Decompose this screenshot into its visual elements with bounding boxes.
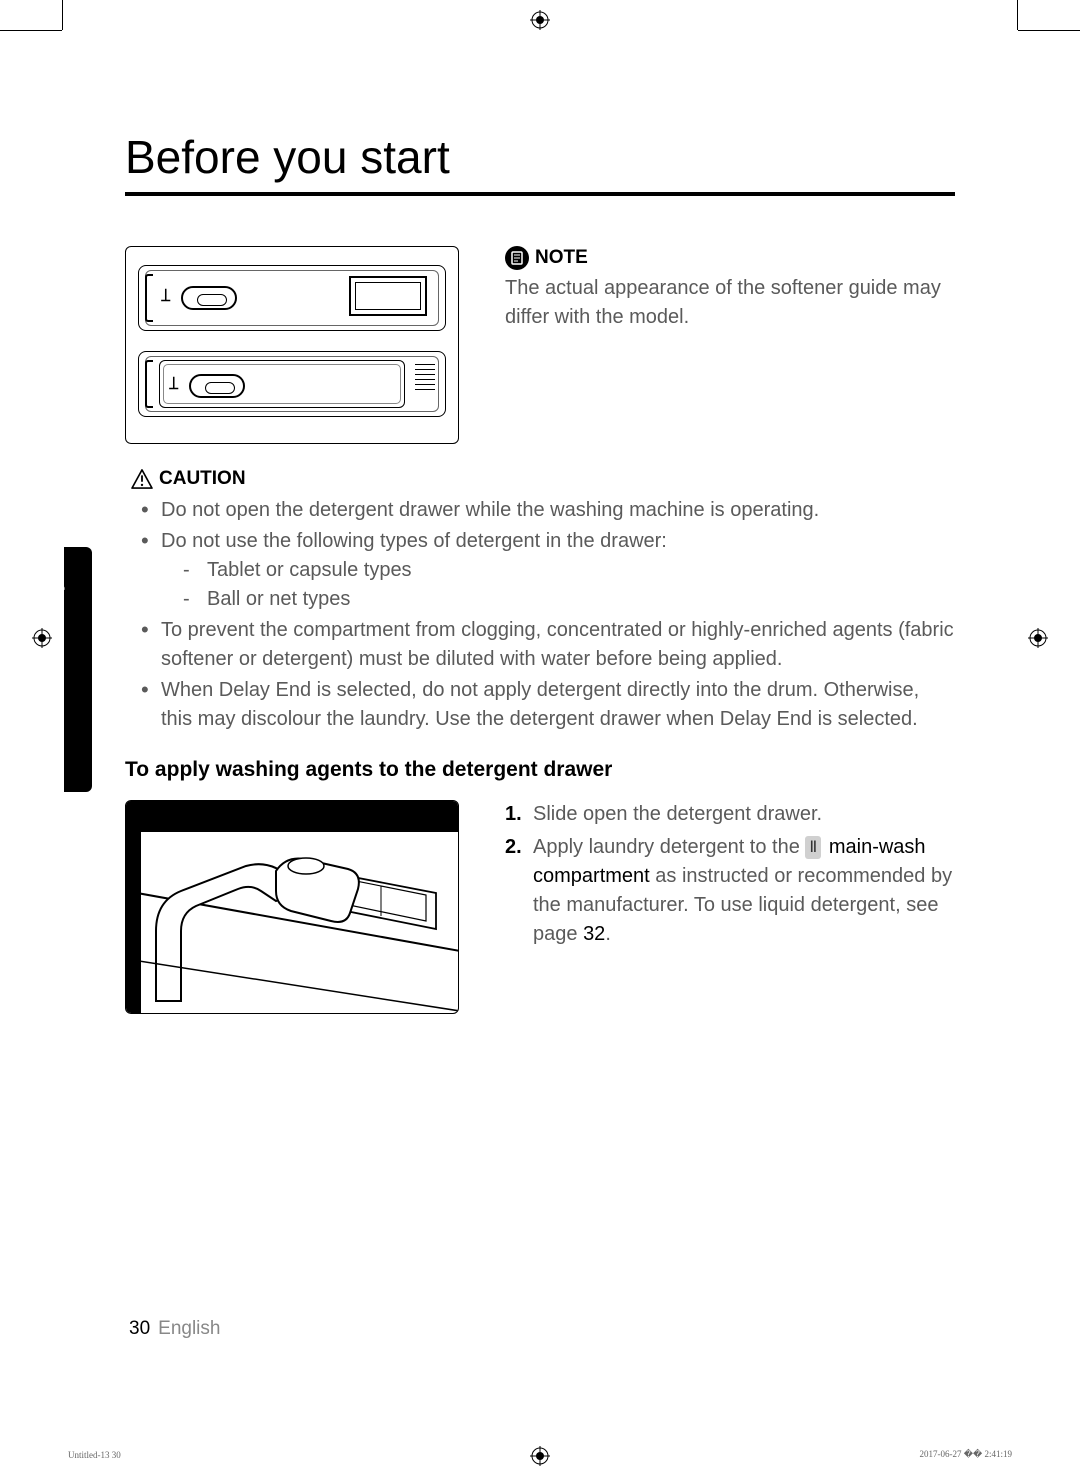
tray-variant-a: ⟘ xyxy=(138,265,446,331)
registration-mark-icon xyxy=(530,1446,550,1466)
section-tab-label: Before you start xyxy=(46,560,67,780)
print-meta-left: Untitled-13 30 xyxy=(68,1450,121,1460)
steps-section: 1. Slide open the detergent drawer. 2. A… xyxy=(125,800,955,1014)
list-item: 1. Slide open the detergent drawer. xyxy=(505,800,955,829)
compartment-badge: Ⅱ xyxy=(805,836,821,859)
list-item: Do not open the detergent drawer while t… xyxy=(141,496,955,525)
print-meta-right: 2017-06-27 �� 2:41:19 xyxy=(920,1449,1012,1460)
detergent-drawer-figure xyxy=(125,800,459,1014)
step-text: Slide open the detergent drawer. xyxy=(533,803,822,825)
subheading: To apply washing agents to the detergent… xyxy=(125,758,955,782)
caution-label-text: CAUTION xyxy=(159,468,246,490)
registration-mark-icon xyxy=(530,10,550,30)
note-column: NOTE The actual appearance of the soften… xyxy=(505,246,955,444)
note-icon xyxy=(505,246,529,270)
caution-sublist: Tablet or capsule types Ball or net type… xyxy=(161,556,955,614)
page-number: 30 xyxy=(129,1318,150,1339)
caution-icon xyxy=(131,469,153,489)
title-rule xyxy=(125,192,955,196)
steps-column: 1. Slide open the detergent drawer. 2. A… xyxy=(505,800,955,1014)
step-number: 2. xyxy=(505,833,522,862)
note-body: The actual appearance of the softener gu… xyxy=(505,274,955,332)
list-item: Do not use the following types of deterg… xyxy=(141,527,955,614)
caution-list: Do not open the detergent drawer while t… xyxy=(125,496,955,734)
list-item: 2. Apply laundry detergent to the Ⅱ main… xyxy=(505,833,955,949)
crop-mark xyxy=(1018,30,1080,31)
list-item: When Delay End is selected, do not apply… xyxy=(141,676,955,734)
softener-guide-figure: ⟘ ⟘ xyxy=(125,246,459,444)
step-text: Apply laundry detergent to the Ⅱ main-wa… xyxy=(533,836,952,945)
section-tab xyxy=(64,547,92,792)
list-item: Ball or net types xyxy=(183,585,955,614)
footer-language: English xyxy=(158,1318,220,1339)
caution-label: CAUTION xyxy=(131,468,955,490)
note-label: NOTE xyxy=(505,246,955,270)
crop-mark xyxy=(1017,0,1018,30)
page-ref: 32 xyxy=(583,923,605,945)
registration-mark-icon xyxy=(1028,628,1048,648)
page-title: Before you start xyxy=(125,130,955,184)
page-footer: 30 English xyxy=(129,1318,220,1340)
tray-variant-b: ⟘ xyxy=(138,351,446,417)
crop-mark xyxy=(0,30,62,31)
note-label-text: NOTE xyxy=(535,247,588,269)
crop-mark xyxy=(62,0,63,30)
note-section: ⟘ ⟘ NOTE The actual appearance of the so… xyxy=(125,246,955,444)
page-content: Before you start Before you start ⟘ ⟘ xyxy=(125,60,955,1400)
steps-list: 1. Slide open the detergent drawer. 2. A… xyxy=(505,800,955,949)
list-item: To prevent the compartment from clogging… xyxy=(141,616,955,674)
list-item: Tablet or capsule types xyxy=(183,556,955,585)
step-number: 1. xyxy=(505,800,522,829)
